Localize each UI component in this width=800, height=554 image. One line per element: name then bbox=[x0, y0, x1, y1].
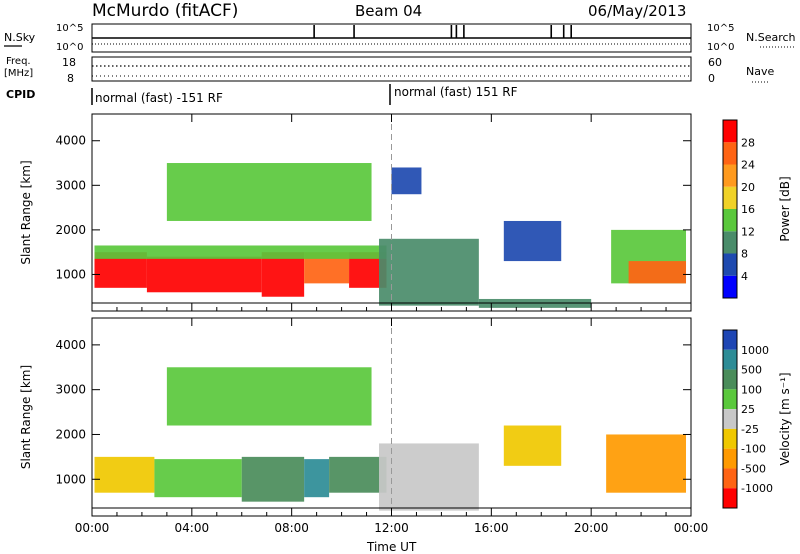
freq-label-2: [MHz] bbox=[4, 68, 33, 79]
velocity-panel: 1000 2000 3000 4000 00:00 04:00 08:00 12:00 16:0… bbox=[19, 317, 709, 535]
y-tick-label: 2000 bbox=[55, 427, 86, 441]
colorbar-swatch bbox=[723, 120, 737, 143]
colorbar-swatch bbox=[723, 209, 737, 232]
colorbar-swatch bbox=[723, 231, 737, 254]
y-tick-label: 3000 bbox=[55, 178, 86, 192]
data-region bbox=[503, 220, 562, 262]
y-tick-label: 1000 bbox=[55, 267, 86, 281]
data-region bbox=[628, 261, 687, 284]
noise-tick-top-left: 10^5 bbox=[56, 23, 83, 34]
colorbar-title: Velocity [m s⁻¹] bbox=[778, 372, 792, 465]
y-axis-label: Slant Range [km] bbox=[19, 160, 33, 264]
colorbar-swatch bbox=[723, 389, 737, 410]
data-region bbox=[379, 443, 479, 511]
y-tick-label: 3000 bbox=[55, 383, 86, 397]
noise-tick-bottom-left: 10^0 bbox=[56, 42, 83, 53]
cpid-segment-1: normal (fast) -151 RF bbox=[95, 91, 223, 105]
colorbar-swatch bbox=[723, 253, 737, 276]
cpid-segment-2: normal (fast) 151 RF bbox=[394, 85, 518, 99]
data-region bbox=[154, 459, 242, 498]
y-tick-label: 4000 bbox=[55, 338, 86, 352]
colorbar-tick-label: 8 bbox=[741, 248, 748, 261]
data-region bbox=[329, 456, 387, 493]
colorbar-tick-label: 20 bbox=[741, 181, 755, 194]
data-region bbox=[241, 456, 305, 502]
colorbar-swatch bbox=[723, 186, 737, 209]
x-axis-label: Time UT bbox=[366, 540, 417, 554]
noise-tick-top-right: 10^5 bbox=[707, 23, 734, 34]
data-region bbox=[304, 459, 330, 498]
data-region bbox=[261, 252, 305, 297]
data-region bbox=[94, 245, 387, 259]
colorbar-tick-label: 12 bbox=[741, 225, 755, 238]
data-region bbox=[146, 256, 262, 293]
data-region bbox=[606, 434, 687, 493]
colorbar-tick-label: -100 bbox=[741, 443, 766, 456]
freq-tick-bottom: 8 bbox=[67, 72, 74, 85]
x-tick-label: 16:00 bbox=[474, 521, 509, 535]
colorbar-tick-label: 1000 bbox=[741, 344, 769, 357]
colorbar-swatch bbox=[723, 409, 737, 429]
colorbar-tick-label: 28 bbox=[741, 136, 755, 149]
station-title: McMurdo (fitACF) bbox=[92, 1, 238, 21]
colorbar-swatch bbox=[723, 468, 737, 489]
data-region bbox=[166, 163, 372, 221]
x-tick-label: 00:00 bbox=[674, 521, 709, 535]
data-region bbox=[94, 456, 155, 493]
colorbar-swatch bbox=[723, 330, 737, 350]
x-tick-label: 04:00 bbox=[175, 521, 210, 535]
y-tick-label: 4000 bbox=[55, 134, 86, 148]
colorbar-swatch bbox=[723, 164, 737, 187]
nave-tick-bottom: 0 bbox=[708, 72, 715, 85]
colorbar-tick-label: 4 bbox=[741, 270, 748, 283]
y-axis-label: Slant Range [km] bbox=[19, 365, 33, 469]
data-region bbox=[503, 425, 562, 466]
colorbar-swatch bbox=[723, 428, 737, 449]
nsky-label: N.Sky bbox=[4, 31, 36, 44]
x-tick-label: 00:00 bbox=[75, 521, 110, 535]
cpid-label: CPID bbox=[6, 88, 35, 101]
colorbar-swatch bbox=[723, 349, 737, 370]
colorbar-swatch bbox=[723, 275, 737, 298]
data-region bbox=[391, 167, 422, 195]
freq-tick-top: 18 bbox=[62, 56, 76, 69]
y-tick-label: 2000 bbox=[55, 223, 86, 237]
freq-panel bbox=[91, 56, 692, 82]
beam-title: Beam 04 bbox=[355, 2, 422, 20]
colorbar-tick-label: -1000 bbox=[741, 482, 773, 495]
colorbar-tick-label: -25 bbox=[741, 423, 759, 436]
x-tick-label: 08:00 bbox=[274, 521, 309, 535]
velocity-colorbar: 1000 500 100 25 -25 -100 -500 -1000 Velocity [m … bbox=[722, 329, 792, 509]
colorbar-frame bbox=[722, 329, 738, 509]
nave-label: Nave bbox=[746, 65, 774, 78]
colorbar-tick-label: 16 bbox=[741, 203, 755, 216]
nave-tick-top: 60 bbox=[708, 56, 722, 69]
data-region bbox=[379, 238, 479, 306]
nsearch-label: N.Search bbox=[746, 31, 796, 44]
x-tick-label: 20:00 bbox=[574, 521, 609, 535]
freq-label-1: Freq. bbox=[6, 56, 31, 67]
power-panel: 1000 2000 3000 4000 Slant Range [km] bbox=[19, 113, 692, 312]
colorbar-tick-label: 100 bbox=[741, 383, 762, 396]
noise-tick-bottom-right: 10^0 bbox=[707, 42, 734, 53]
date-title: 06/May/2013 bbox=[588, 2, 686, 20]
colorbar-tick-label: 24 bbox=[741, 159, 755, 172]
colorbar-title: Power [dB] bbox=[778, 176, 792, 241]
power-colorbar: 4 8 12 16 20 24 28 Power [dB] bbox=[722, 119, 792, 299]
colorbar-swatch bbox=[723, 448, 737, 469]
colorbar-frame bbox=[722, 119, 738, 299]
x-tick-label: 12:00 bbox=[374, 521, 409, 535]
colorbar-swatch bbox=[723, 369, 737, 390]
colorbar-tick-label: 500 bbox=[741, 364, 762, 377]
colorbar-tick-label: 25 bbox=[741, 403, 755, 416]
colorbar-swatch bbox=[723, 488, 737, 508]
data-region bbox=[166, 367, 372, 426]
colorbar-tick-label: -500 bbox=[741, 462, 766, 475]
colorbar-swatch bbox=[723, 142, 737, 165]
y-tick-label: 1000 bbox=[55, 472, 86, 486]
noise-trace-group bbox=[92, 25, 691, 45]
